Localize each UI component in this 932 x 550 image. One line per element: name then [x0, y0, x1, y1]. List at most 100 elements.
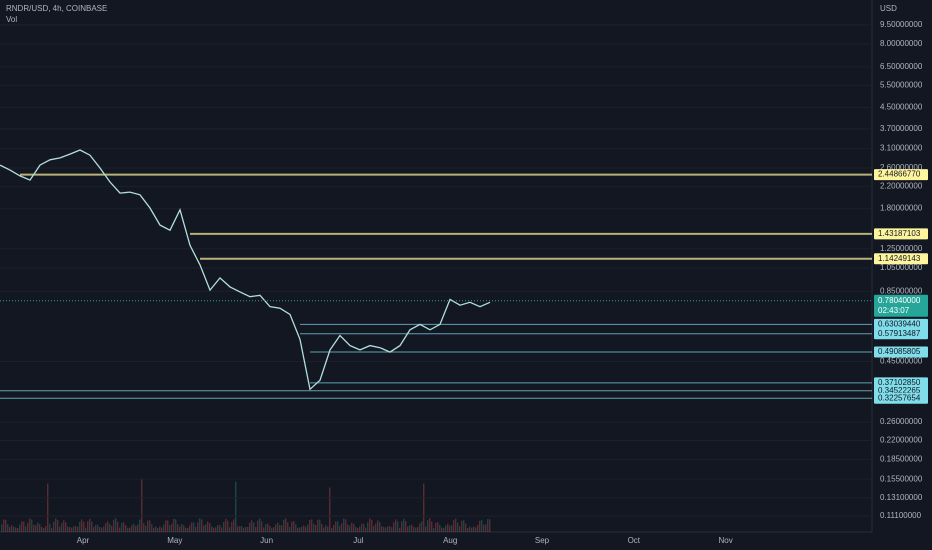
level-label: 0.32257654: [878, 393, 921, 402]
level-label: 0.63039440: [878, 319, 921, 328]
volume-bar: [123, 522, 125, 532]
volume-bar: [13, 526, 15, 532]
volume-bar: [327, 526, 329, 532]
volume-bar: [139, 519, 141, 532]
volume-bar: [205, 524, 207, 532]
volume-bar: [201, 519, 203, 532]
volume-bar: [313, 523, 315, 532]
price-tick-label: 0.45000000: [880, 357, 923, 366]
price-tick-label: 4.50000000: [880, 103, 923, 112]
volume-bar: [141, 478, 143, 532]
indicator-label[interactable]: Vol: [6, 15, 17, 24]
volume-bar: [397, 521, 399, 532]
volume-bar: [173, 518, 175, 532]
volume-bar: [67, 526, 69, 532]
volume-bar: [443, 527, 445, 532]
volume-bar: [457, 522, 459, 532]
volume-bar: [119, 527, 121, 532]
volume-bar: [73, 526, 75, 532]
level-label-box: [874, 228, 928, 240]
volume-bar: [93, 526, 95, 532]
volume-bar: [475, 527, 477, 532]
volume-bar: [5, 519, 7, 532]
volume-bar: [111, 525, 113, 532]
volume-bar: [367, 522, 369, 532]
volume-bar: [167, 520, 169, 532]
volume-bar: [293, 521, 295, 532]
volume-bar: [39, 524, 41, 532]
volume-bar: [291, 521, 293, 532]
volume-bar: [11, 525, 13, 532]
price-tick-label: 2.20000000: [880, 182, 923, 191]
volume-bar: [235, 481, 237, 532]
volume-bar: [185, 527, 187, 532]
volume-bar: [249, 522, 251, 532]
volume-bar: [225, 518, 227, 532]
volume-bar: [71, 527, 73, 532]
volume-bar: [357, 527, 359, 532]
volume-bar: [31, 519, 33, 532]
volume-bar: [187, 527, 189, 532]
volume-bar: [381, 526, 383, 532]
level-label: 1.14249143: [878, 254, 921, 263]
volume-bar: [473, 526, 475, 532]
volume-bar: [1, 524, 3, 532]
volume-bar: [137, 524, 139, 532]
volume-bar: [309, 520, 311, 532]
time-tick-label: Jun: [260, 536, 273, 545]
volume-bar: [461, 520, 463, 532]
volume-bar: [147, 520, 149, 532]
price-tick-label: 3.70000000: [880, 124, 923, 133]
volume-bar: [151, 524, 153, 532]
level-label: 0.57913487: [878, 329, 921, 338]
price-tick-label: 0.85000000: [880, 286, 923, 295]
volume-bar: [467, 527, 469, 532]
price-tick-label: 0.26000000: [880, 417, 923, 426]
volume-bar: [413, 526, 415, 532]
level-label-box: [874, 392, 928, 404]
volume-bar: [57, 520, 59, 532]
volume-bar: [487, 519, 489, 532]
volume-bar: [47, 483, 49, 532]
volume-bar: [419, 523, 421, 532]
volume-bar: [75, 526, 77, 532]
price-tick-label: 9.50000000: [880, 20, 923, 29]
volume-bar: [19, 524, 21, 532]
volume-bar: [353, 523, 355, 532]
volume-bar: [331, 527, 333, 532]
price-tick-label: 1.80000000: [880, 204, 923, 213]
volume-bar: [55, 518, 57, 532]
volume-bar: [433, 527, 435, 532]
volume-bar: [345, 519, 347, 532]
volume-bar: [35, 525, 37, 532]
volume-bar: [445, 525, 447, 532]
level-label: 0.34522265: [878, 386, 921, 395]
volume-bar: [257, 520, 259, 532]
volume-bar: [49, 523, 51, 532]
volume-bar: [343, 518, 345, 532]
volume-bar: [33, 524, 35, 532]
volume-bar: [193, 522, 195, 532]
volume-bar: [323, 527, 325, 532]
volume-bar: [455, 518, 457, 532]
volume-bar: [319, 519, 321, 532]
volume-bar: [217, 525, 219, 532]
volume-bar: [441, 527, 443, 532]
volume-bar: [261, 521, 263, 532]
volume-bar: [393, 522, 395, 532]
volume-bar: [425, 526, 427, 532]
volume-bar: [351, 522, 353, 532]
volume-bar: [303, 525, 305, 532]
volume-bar: [447, 523, 449, 532]
volume-bar: [23, 521, 25, 532]
volume-bar: [133, 523, 135, 532]
volume-bar: [315, 524, 317, 532]
volume-bar: [337, 521, 339, 532]
volume-bar: [131, 525, 133, 532]
volume-bar: [325, 525, 327, 532]
symbol-title[interactable]: RNDR/USD, 4h, COINBASE: [6, 4, 107, 13]
volume-bar: [417, 526, 419, 532]
volume-bar: [115, 518, 117, 532]
volume-bar: [449, 525, 451, 532]
